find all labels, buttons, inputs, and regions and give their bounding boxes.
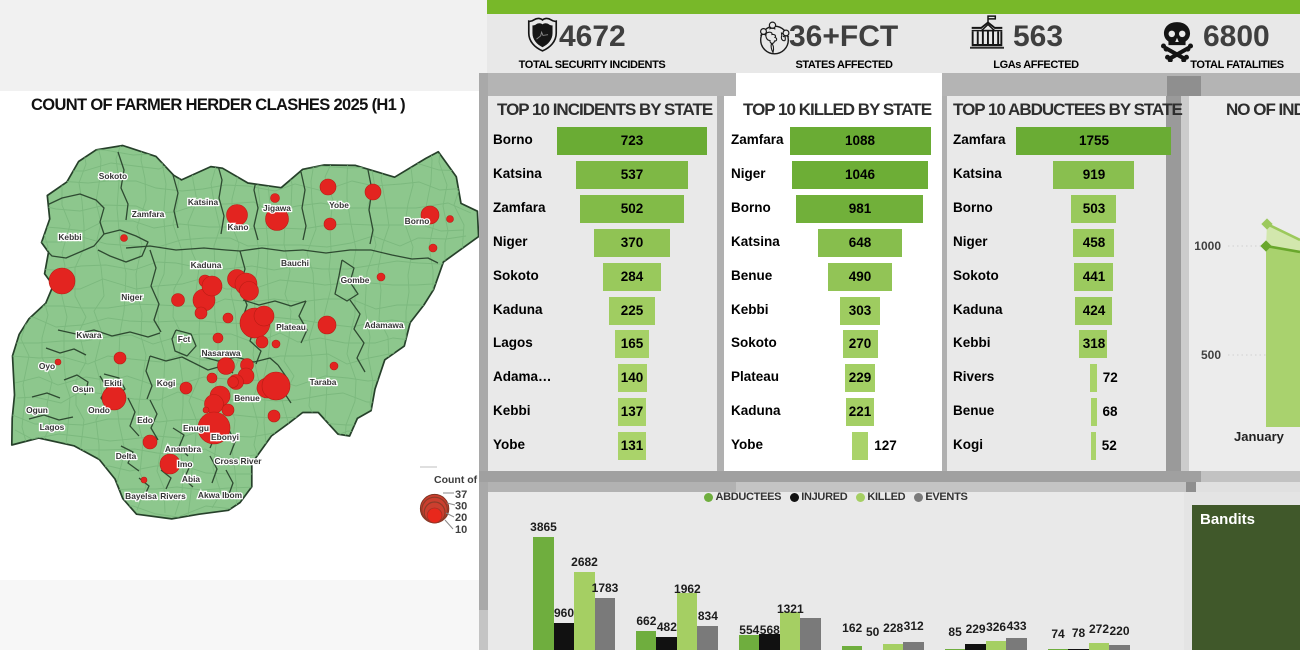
- svg-text:Osun: Osun: [72, 384, 93, 394]
- svg-text:Benue: Benue: [234, 393, 260, 403]
- svg-text:Count of: Count of: [434, 474, 478, 486]
- svg-text:Delta: Delta: [116, 451, 137, 461]
- svg-text:Fct: Fct: [178, 334, 191, 344]
- svg-text:Zamfara: Zamfara: [132, 209, 165, 219]
- svg-text:Kaduna: Kaduna: [191, 260, 222, 270]
- svg-text:30: 30: [455, 501, 467, 513]
- svg-text:37: 37: [455, 489, 467, 501]
- svg-text:Yobe: Yobe: [329, 200, 349, 210]
- svg-text:Rivers: Rivers: [160, 491, 186, 501]
- svg-text:Nasarawa: Nasarawa: [201, 348, 240, 358]
- svg-text:Ebonyi: Ebonyi: [211, 432, 239, 442]
- svg-text:Bayelsa: Bayelsa: [125, 491, 157, 501]
- svg-text:Akwa Ibom: Akwa Ibom: [198, 490, 242, 500]
- svg-text:20: 20: [455, 512, 467, 524]
- svg-text:Anambra: Anambra: [165, 444, 202, 454]
- svg-text:Ogun: Ogun: [26, 405, 48, 415]
- svg-text:Borno: Borno: [405, 216, 430, 226]
- svg-text:Oyo: Oyo: [39, 361, 55, 371]
- svg-text:Ondo: Ondo: [88, 405, 110, 415]
- svg-text:Kebbi: Kebbi: [58, 232, 81, 242]
- svg-text:Taraba: Taraba: [310, 377, 337, 387]
- svg-text:Gombe: Gombe: [341, 275, 370, 285]
- svg-text:Jigawa: Jigawa: [263, 203, 291, 213]
- svg-text:Enugu: Enugu: [183, 423, 209, 433]
- svg-text:Edo: Edo: [137, 415, 153, 425]
- svg-text:Kwara: Kwara: [76, 330, 101, 340]
- svg-text:Adamawa: Adamawa: [364, 320, 403, 330]
- svg-text:10: 10: [455, 524, 467, 536]
- svg-text:Cross River: Cross River: [214, 456, 262, 466]
- svg-text:Plateau: Plateau: [276, 322, 306, 332]
- svg-text:Niger: Niger: [121, 292, 143, 302]
- svg-text:Bauchi: Bauchi: [281, 258, 309, 268]
- svg-text:Katsina: Katsina: [188, 197, 219, 207]
- svg-text:Sokoto: Sokoto: [99, 171, 127, 181]
- svg-text:Abia: Abia: [182, 474, 200, 484]
- svg-text:Lagos: Lagos: [40, 422, 65, 432]
- svg-text:Ekiti: Ekiti: [104, 378, 122, 388]
- svg-text:Kogi: Kogi: [157, 378, 176, 388]
- svg-text:Kano: Kano: [228, 222, 249, 232]
- svg-text:Imo: Imo: [178, 459, 193, 469]
